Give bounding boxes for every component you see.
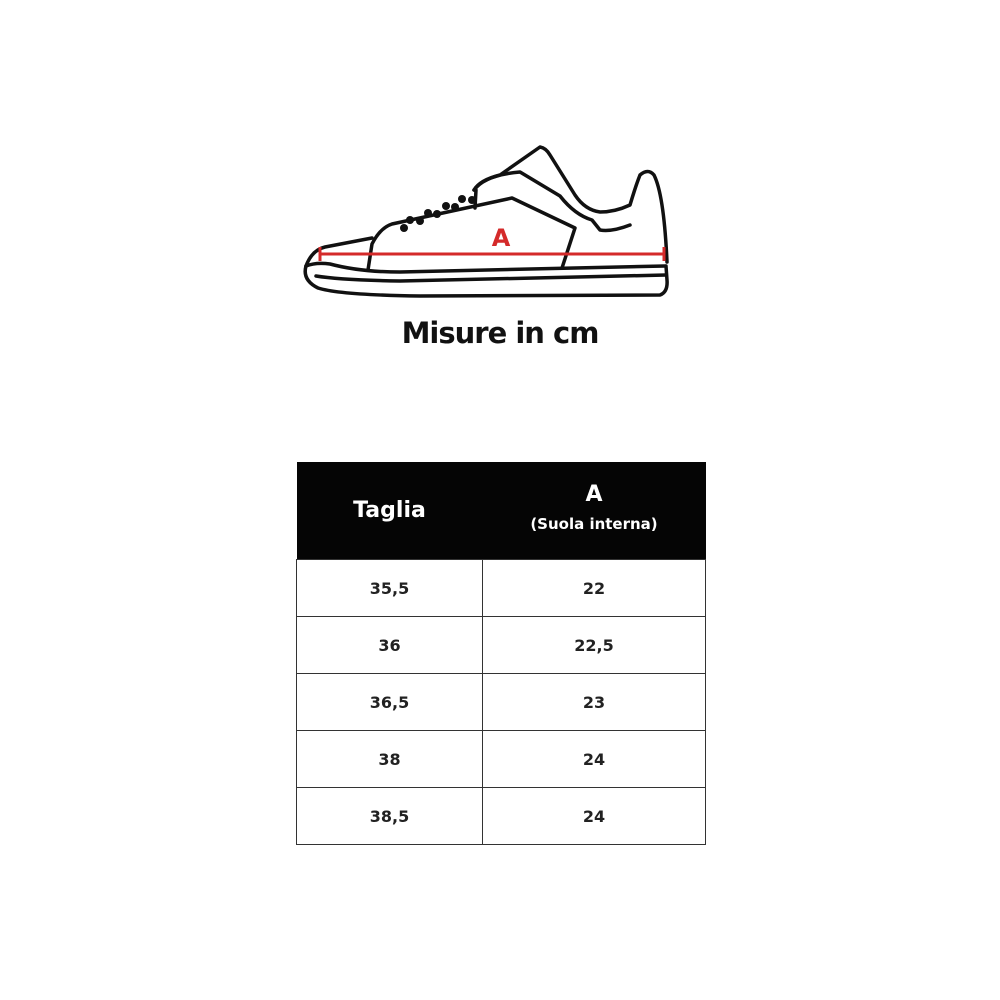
table-row: 36 22,5 <box>296 616 706 674</box>
table-row: 38,5 24 <box>296 787 706 845</box>
size-cell: 38 <box>296 730 483 788</box>
measure-label: A <box>492 224 511 252</box>
measure-cell: 22 <box>482 559 706 617</box>
size-cell: 36,5 <box>296 673 483 731</box>
lace-eyelets <box>400 195 476 232</box>
size-cell: 36 <box>296 616 483 674</box>
header-measure-sub: (Suola interna) <box>530 515 658 533</box>
measure-cell: 23 <box>482 673 706 731</box>
table-row: 35,5 22 <box>296 559 706 617</box>
measure-cell: 24 <box>482 787 706 845</box>
caption: Misure in cm <box>401 316 600 350</box>
header-measure: A (Suola interna) <box>482 462 706 560</box>
size-table: Taglia A (Suola interna) 35,5 22 36 22,5 3… <box>296 462 706 845</box>
size-cell: 35,5 <box>296 559 483 617</box>
sneaker-illustration: A <box>303 145 669 298</box>
size-cell: 38,5 <box>296 787 483 845</box>
table-row: 38 24 <box>296 730 706 788</box>
measure-line-a <box>318 247 666 261</box>
table-row: 36,5 23 <box>296 673 706 731</box>
table-header: Taglia A (Suola interna) <box>296 462 706 560</box>
measure-cell: 22,5 <box>482 616 706 674</box>
measure-cell: 24 <box>482 730 706 788</box>
header-measure-label: A <box>585 482 603 507</box>
header-size: Taglia <box>296 462 483 560</box>
